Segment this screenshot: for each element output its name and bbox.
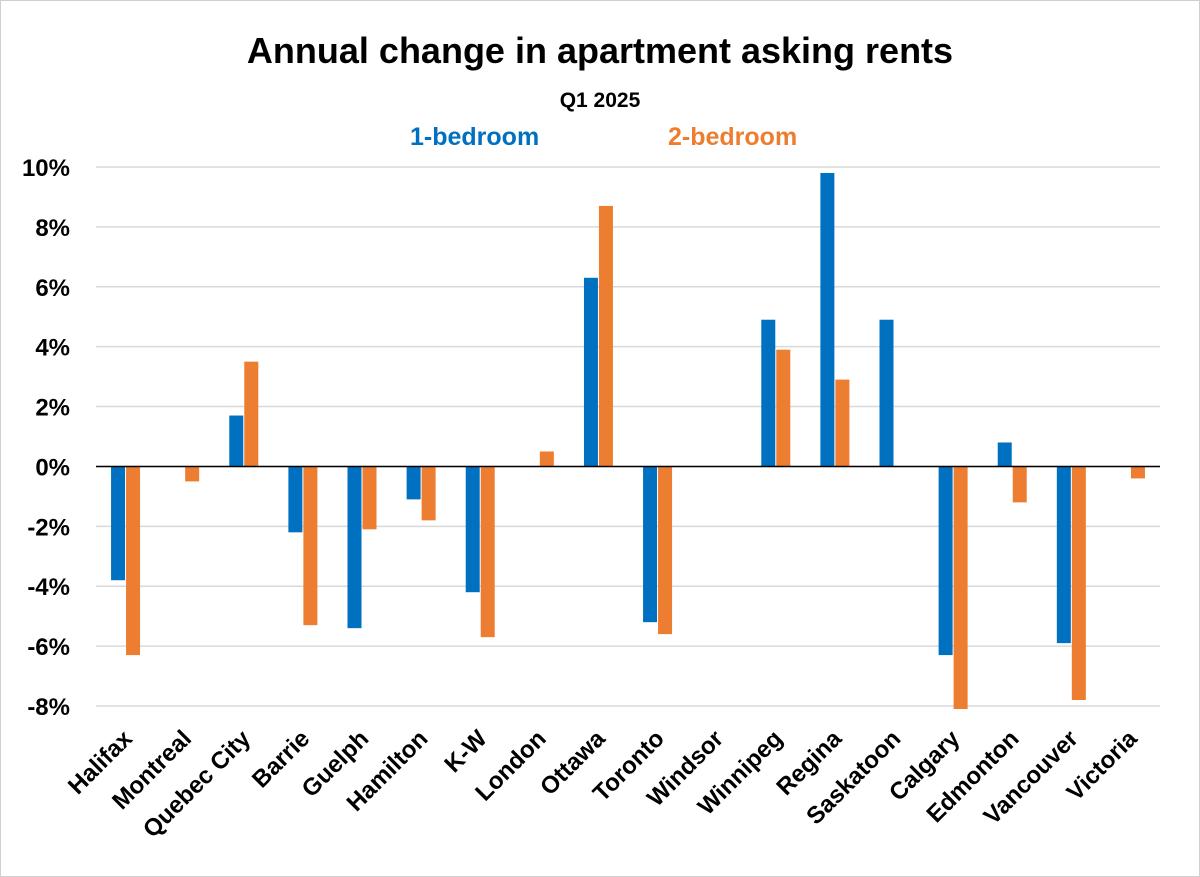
bar-2-bedroom [835, 379, 850, 467]
bar-2-bedroom [126, 466, 141, 656]
y-tick-label: -2% [27, 514, 70, 541]
chart-subtitle: Q1 2025 [559, 89, 641, 112]
legend-entry-2-bedroom: 2-bedroom [668, 123, 798, 151]
bar-2-bedroom [1071, 466, 1086, 701]
bar-1-bedroom [938, 466, 953, 656]
bar-2-bedroom [244, 361, 259, 467]
bar-1-bedroom [406, 466, 421, 500]
y-tick-label: 6% [35, 275, 70, 302]
bar-1-bedroom [111, 466, 126, 581]
y-tick-label: -8% [27, 694, 70, 721]
bar-1-bedroom [288, 466, 303, 533]
legend-entry-1-bedroom: 1-bedroom [410, 123, 540, 151]
y-tick-label: 4% [35, 335, 70, 362]
y-tick-label: 10% [22, 155, 70, 182]
x-tick-label: K-W [439, 725, 492, 778]
bar-1-bedroom [820, 172, 835, 467]
bar-1-bedroom [643, 466, 658, 623]
y-tick-label: -6% [27, 634, 70, 661]
bar-2-bedroom [539, 451, 554, 467]
bar-2-bedroom [658, 466, 673, 635]
bar-2-bedroom [953, 466, 968, 709]
bar-1-bedroom [347, 466, 362, 629]
bar-2-bedroom [185, 466, 200, 482]
bar-2-bedroom [362, 466, 377, 530]
y-tick-label: 8% [35, 215, 70, 242]
bar-2-bedroom [421, 466, 436, 521]
bar-2-bedroom [776, 349, 791, 467]
bar-1-bedroom [997, 442, 1012, 467]
bar-1-bedroom [465, 466, 480, 593]
bar-1-bedroom [583, 277, 598, 467]
bar-1-bedroom [879, 319, 894, 467]
bar-2-bedroom [480, 466, 495, 638]
bar-1-bedroom [1056, 466, 1071, 644]
y-tick-label: 0% [35, 454, 70, 481]
bar-2-bedroom [303, 466, 318, 626]
chart-title: Annual change in apartment asking rents [246, 30, 954, 71]
bar-2-bedroom [1130, 466, 1145, 479]
y-tick-label: -4% [27, 574, 70, 601]
bar-1-bedroom [229, 415, 244, 467]
y-tick-label: 2% [35, 395, 70, 422]
bar-1-bedroom [761, 319, 776, 467]
bar-2-bedroom [1012, 466, 1027, 503]
bar-2-bedroom [598, 205, 613, 467]
